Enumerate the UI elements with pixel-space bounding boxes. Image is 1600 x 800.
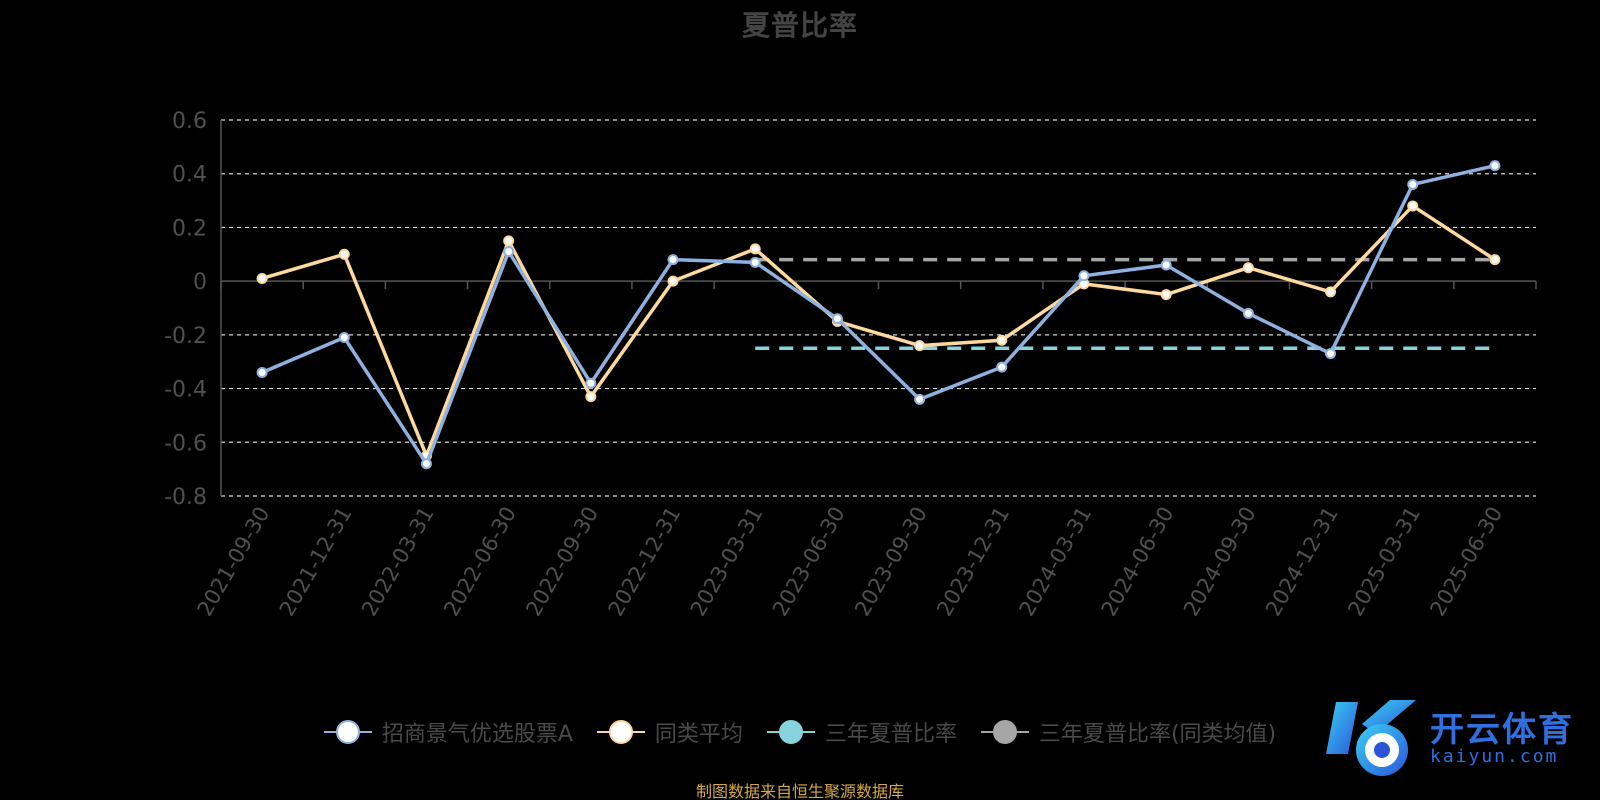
data-point-0 (749, 256, 761, 268)
x-tick-label: 2025-06-30 (1425, 503, 1507, 621)
legend-item-three-year-sharpe-peer[interactable]: 三年夏普比率(同类均值) (980, 716, 1277, 748)
kaiyun-logo-icon (1326, 700, 1416, 776)
data-point-1 (503, 235, 515, 247)
legend-label: 同类平均 (654, 722, 743, 747)
data-point-0 (914, 393, 926, 405)
data-point-0 (1325, 348, 1337, 360)
data-point-0 (1078, 270, 1090, 282)
legend-fund-marker-icon (323, 720, 372, 744)
watermark-site: kaiyun.com (1430, 746, 1559, 767)
legend-label: 三年夏普比率(同类均值) (1038, 722, 1277, 747)
x-tick-label: 2022-06-30 (439, 503, 521, 621)
chart-title: 夏普比率 (741, 9, 858, 42)
data-point-0 (1489, 160, 1501, 172)
data-point-0 (420, 458, 432, 470)
reference-lines (755, 257, 1495, 351)
data-point-1 (1407, 200, 1419, 212)
data-point-1 (1489, 254, 1501, 266)
y-tick-label: -0.2 (164, 324, 207, 349)
data-point-0 (831, 313, 843, 325)
legend-peer-marker-icon (596, 720, 645, 744)
y-tick-label: 0.2 (172, 216, 207, 241)
data-point-1 (256, 272, 268, 284)
x-tick-label: 2021-12-31 (275, 503, 357, 621)
data-point-1 (1160, 289, 1172, 301)
x-tick-label: 2021-09-30 (193, 503, 275, 621)
series-line-1 (260, 204, 1497, 458)
legend-three-year-marker-icon (766, 720, 815, 744)
legend-label: 三年夏普比率 (824, 722, 957, 747)
legend-item-peer-average[interactable]: 同类平均 (596, 716, 743, 748)
data-point-1 (749, 243, 761, 255)
x-tick-label: 2023-06-30 (768, 503, 850, 621)
x-tick-label: 2022-03-31 (357, 503, 439, 621)
x-tick-label: 2024-12-31 (1261, 503, 1343, 621)
x-tick-label: 2025-03-31 (1343, 503, 1425, 621)
series-lines (256, 160, 1501, 470)
data-point-0 (256, 366, 268, 378)
legend-item-three-year-sharpe[interactable]: 三年夏普比率 (766, 716, 957, 748)
x-tick-label: 2024-03-31 (1014, 503, 1096, 621)
legend: 招商景气优选股票A 同类平均 三年夏普比率 三年夏普比率(同类均值) (0, 716, 1600, 748)
x-tick-label: 2022-09-30 (521, 503, 603, 621)
x-tick-label: 2023-09-30 (850, 503, 932, 621)
y-tick-label: -0.8 (164, 485, 207, 510)
data-point-1 (667, 275, 679, 287)
data-point-0 (1160, 259, 1172, 271)
source-note: 制图数据来自恒生聚源数据库 (695, 782, 904, 800)
y-tick-label: 0.6 (172, 109, 207, 134)
data-point-1 (1325, 286, 1337, 298)
x-tick-label: 2024-06-30 (1097, 503, 1179, 621)
data-point-1 (1242, 262, 1254, 274)
data-point-0 (996, 361, 1008, 373)
x-tick-label: 2022-12-31 (604, 503, 686, 621)
y-tick-label: 0.4 (172, 163, 207, 188)
watermark-logo: 开云体育 kaiyun.com (1318, 694, 1588, 782)
data-point-0 (667, 254, 679, 266)
data-point-0 (1407, 178, 1419, 190)
y-tick-label: 0 (193, 270, 207, 295)
legend-item-fund[interactable]: 招商景气优选股票A (323, 716, 573, 748)
data-point-0 (503, 246, 515, 258)
x-tick-label: 2024-09-30 (1179, 503, 1261, 621)
data-point-1 (996, 334, 1008, 346)
y-tick-label: -0.4 (164, 378, 207, 403)
data-point-1 (914, 340, 926, 352)
x-tick-label: 2023-03-31 (686, 503, 768, 621)
data-point-0 (1242, 307, 1254, 319)
data-point-0 (585, 377, 597, 389)
y-tick-label: -0.6 (164, 431, 207, 456)
data-point-1 (338, 248, 350, 260)
data-point-0 (338, 332, 350, 344)
watermark-brand: 开云体育 (1430, 710, 1574, 750)
legend-three-year-peer-marker-icon (980, 720, 1029, 744)
axes (220, 120, 1537, 496)
x-tick-label: 2023-12-31 (932, 503, 1014, 621)
series-line-0 (260, 163, 1497, 466)
legend-label: 招商景气优选股票A (381, 722, 573, 747)
data-point-1 (585, 391, 597, 403)
